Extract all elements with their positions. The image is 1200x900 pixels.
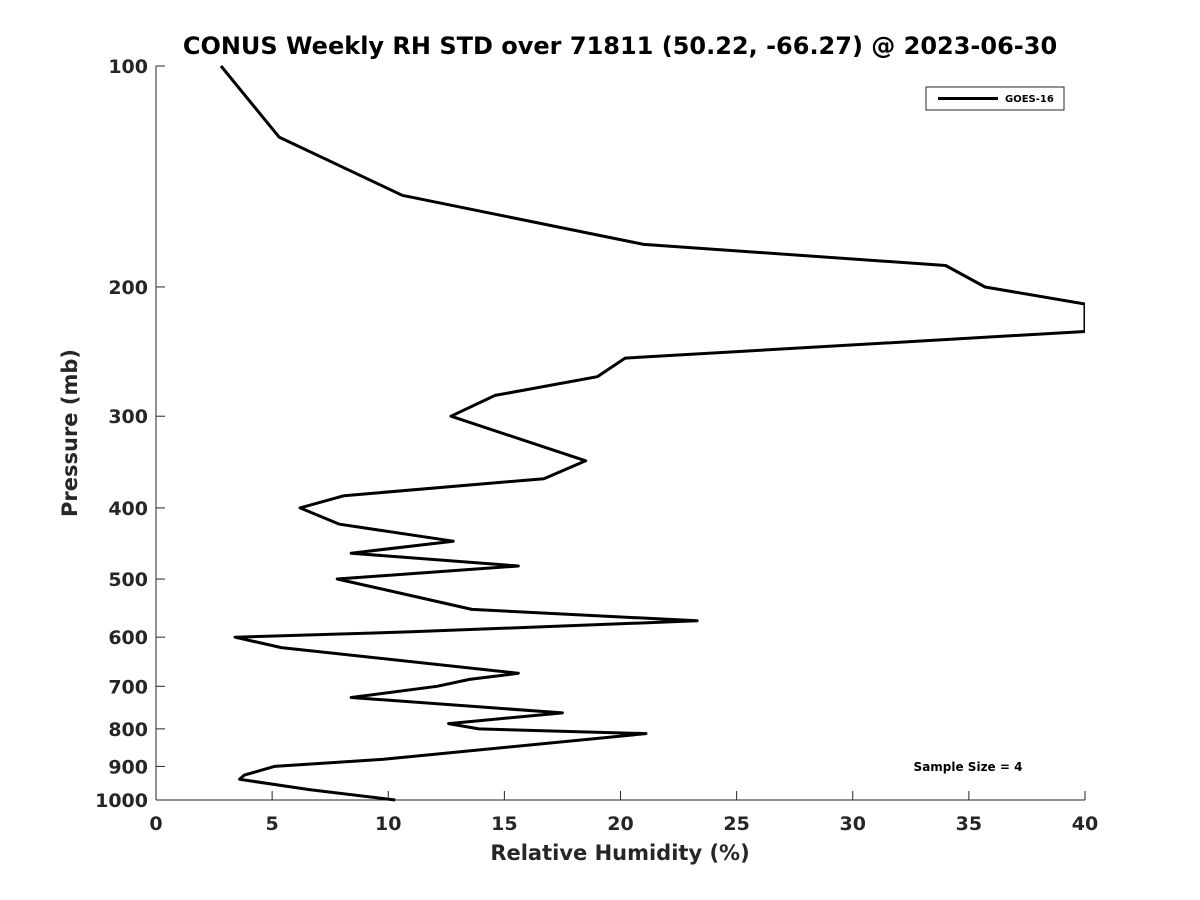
x-tick-label: 5	[266, 813, 279, 835]
y-tick-label: 200	[108, 277, 148, 299]
x-tick-label: 10	[375, 813, 401, 835]
y-tick-label: 800	[108, 719, 148, 741]
x-tick-label: 30	[840, 813, 866, 835]
y-tick-label: 900	[108, 756, 148, 778]
y-tick-label: 300	[108, 406, 148, 428]
x-tick-label: 15	[491, 813, 517, 835]
sample-size-annotation: Sample Size = 4	[914, 760, 1023, 774]
y-tick-label: 700	[108, 676, 148, 698]
y-tick-label: 600	[108, 627, 148, 649]
y-tick-label: 100	[108, 56, 148, 78]
x-tick-label: 20	[607, 813, 633, 835]
chart-title: CONUS Weekly RH STD over 71811 (50.22, -…	[183, 32, 1057, 60]
y-tick-label: 500	[108, 569, 148, 591]
legend: GOES-16	[925, 86, 1065, 111]
x-tick-label: 0	[149, 813, 162, 835]
x-tick-label: 35	[956, 813, 982, 835]
x-axis-label: Relative Humidity (%)	[490, 841, 749, 865]
x-tick-label: 25	[723, 813, 749, 835]
x-tick-label: 40	[1072, 813, 1098, 835]
y-axis-label: Pressure (mb)	[58, 349, 82, 517]
series-line-goes-16	[219, 65, 1085, 802]
legend-entry-label: GOES-16	[1005, 94, 1054, 105]
plot-area: 0 5 10 15 20 25 30 35 40 100 200 300 400 500 600 700 800…	[95, 56, 1098, 835]
y-tick-label: 1000	[95, 790, 148, 812]
y-tick-label: 400	[108, 498, 148, 520]
